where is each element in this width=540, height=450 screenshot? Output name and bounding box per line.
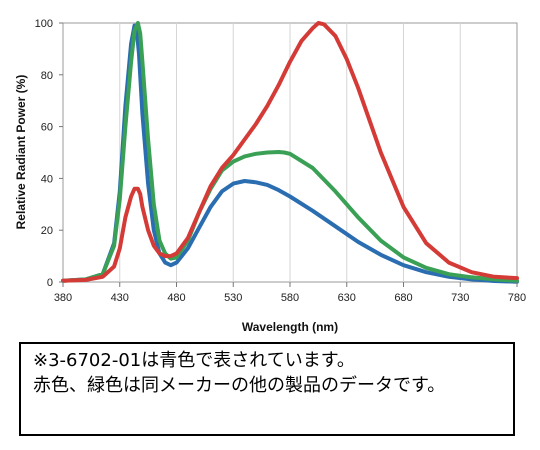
note-line-2: 赤色、緑色は同メーカーの他の製品のデータです。 <box>33 375 446 396</box>
spectrum-chart: 380 430 480 530 580 630 680 730 780 0 20 40 60 80 100… <box>14 18 526 334</box>
x-axis-label: Wavelength (nm) <box>242 320 338 334</box>
note-box: ※3-6702-01は青色で表されています。 赤色、緑色は同メーカーの他の製品の… <box>19 342 515 436</box>
y-tick-label: 100 <box>35 18 53 30</box>
x-tick-label: 680 <box>394 292 412 304</box>
x-tick-label: 530 <box>224 292 242 304</box>
y-tick-label: 0 <box>47 277 53 289</box>
x-tick-label: 480 <box>167 292 185 304</box>
y-tick-label: 60 <box>41 122 53 134</box>
x-tick-label: 630 <box>338 292 356 304</box>
y-tick-label: 80 <box>41 70 53 82</box>
x-tick-label: 730 <box>451 292 469 304</box>
series-group <box>61 21 519 284</box>
x-tick-label: 380 <box>54 292 72 304</box>
y-axis-label: Relative Radiant Power (%) <box>14 75 28 230</box>
y-ticks: 0 20 40 60 80 100 <box>35 18 63 289</box>
x-tick-label: 430 <box>111 292 129 304</box>
note-line-1: ※3-6702-01は青色で表されています。 <box>33 350 355 371</box>
series-line-2 <box>61 21 519 283</box>
x-tick-label: 580 <box>281 292 299 304</box>
y-tick-label: 20 <box>41 225 53 237</box>
y-tick-label: 40 <box>41 173 53 185</box>
x-tick-label: 780 <box>508 292 526 304</box>
x-ticks: 380 430 480 530 580 630 680 730 780 <box>54 282 526 304</box>
